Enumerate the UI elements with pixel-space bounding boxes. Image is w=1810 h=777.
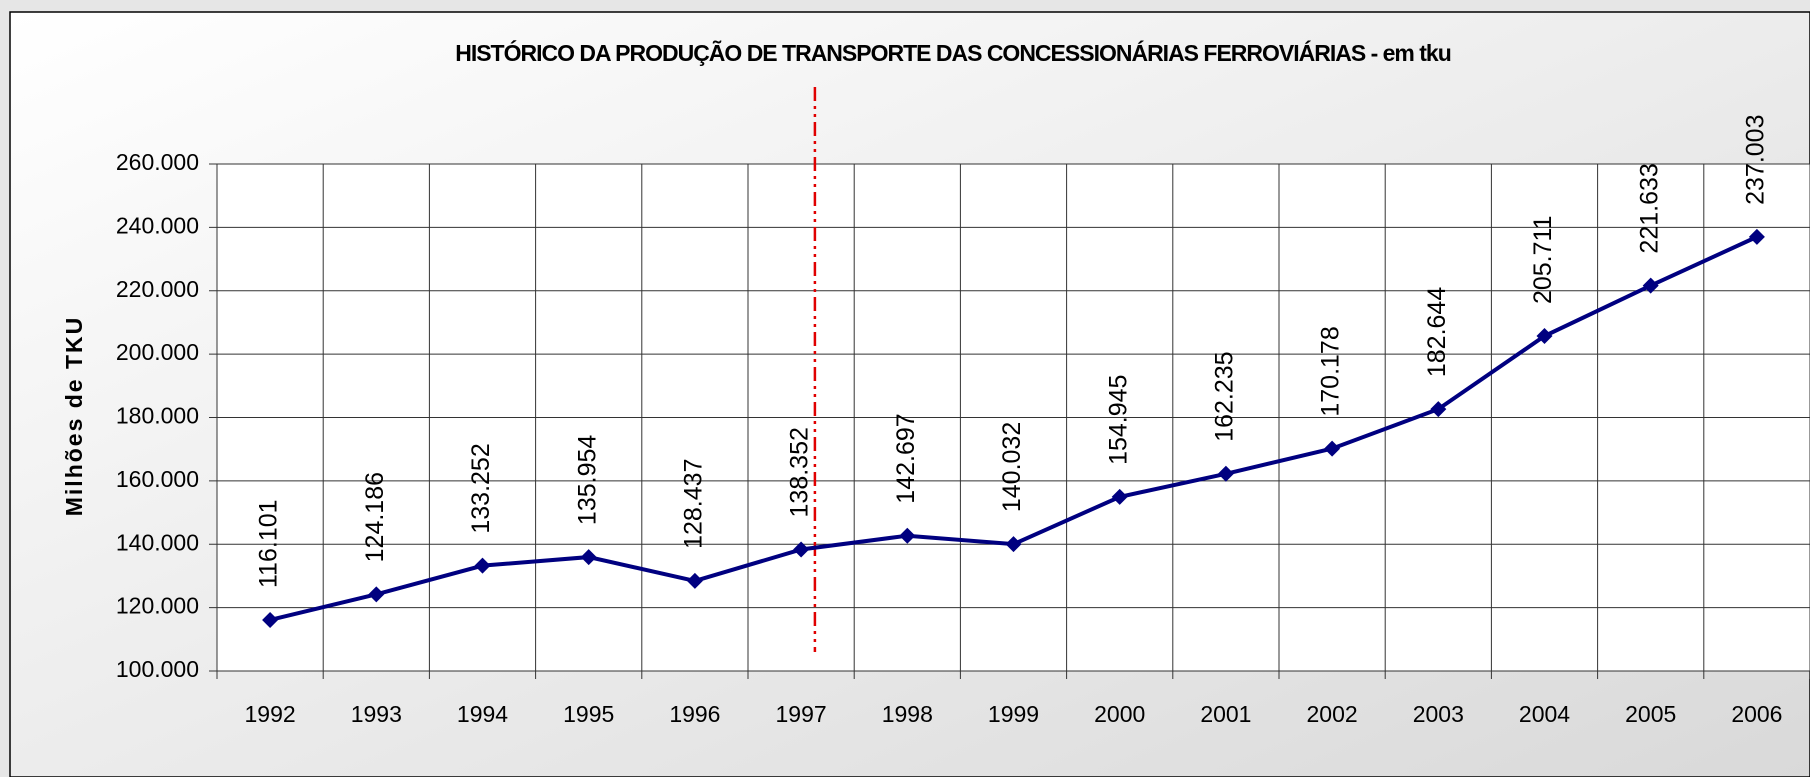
data-label: 237.003 (1742, 114, 1770, 204)
data-marker (1748, 228, 1765, 245)
data-marker (1430, 401, 1447, 418)
data-label: 162.235 (1211, 351, 1239, 441)
data-marker (1536, 328, 1553, 345)
x-tick-label: 2000 (1094, 701, 1145, 727)
data-label: 140.032 (998, 422, 1026, 512)
data-marker (368, 586, 385, 603)
x-tick-label: 1996 (669, 701, 720, 727)
chart-title: HISTÓRICO DA PRODUÇÃO DE TRANSPORTE DAS … (455, 39, 1451, 66)
data-marker (1217, 465, 1234, 482)
x-tick-label: 1998 (882, 701, 933, 727)
data-marker (1642, 277, 1659, 294)
x-tick-label: 1992 (245, 701, 296, 727)
data-marker (1324, 440, 1341, 457)
data-marker (793, 541, 810, 558)
data-label: 128.437 (680, 459, 708, 549)
data-label: 142.697 (892, 413, 920, 503)
y-tick-label: 220.000 (116, 276, 199, 302)
data-label: 170.178 (1317, 326, 1345, 416)
data-label: 135.954 (573, 435, 601, 525)
data-marker (1005, 536, 1022, 553)
y-axis-label: Milhões de TKU (61, 316, 87, 517)
y-tick-label: 120.000 (116, 593, 199, 619)
x-tick-label: 2002 (1307, 701, 1358, 727)
y-tick-label: 240.000 (116, 212, 199, 238)
data-label: 133.252 (467, 443, 495, 533)
data-label: 154.945 (1104, 375, 1132, 465)
data-marker (899, 527, 916, 544)
data-label: 138.352 (786, 427, 814, 517)
data-marker (686, 572, 703, 589)
y-tick-label: 140.000 (116, 529, 199, 555)
x-tick-label: 1994 (457, 701, 508, 727)
y-tick-label: 180.000 (116, 403, 199, 429)
x-tick-label: 1993 (351, 701, 402, 727)
y-tick-label: 160.000 (116, 466, 199, 492)
x-tick-label: 2004 (1519, 701, 1570, 727)
x-tick-label: 1999 (988, 701, 1039, 727)
x-tick-label: 1995 (563, 701, 614, 727)
data-marker (262, 611, 279, 628)
data-label: 124.186 (361, 472, 389, 562)
x-tick-label: 2005 (1625, 701, 1676, 727)
x-tick-label: 1997 (776, 701, 827, 727)
data-marker (474, 557, 491, 574)
data-label: 221.633 (1635, 163, 1663, 253)
y-tick-label: 260.000 (116, 149, 199, 175)
data-label: 116.101 (255, 499, 283, 588)
y-tick-label: 200.000 (116, 339, 199, 365)
data-label: 205.711 (1529, 216, 1557, 305)
data-marker (580, 549, 597, 566)
x-tick-label: 2003 (1413, 701, 1464, 727)
y-tick-label: 100.000 (116, 656, 199, 682)
x-tick-label: 2006 (1731, 701, 1782, 727)
x-tick-label: 2001 (1200, 701, 1251, 727)
data-marker (1111, 488, 1128, 505)
data-label: 182.644 (1423, 287, 1451, 377)
